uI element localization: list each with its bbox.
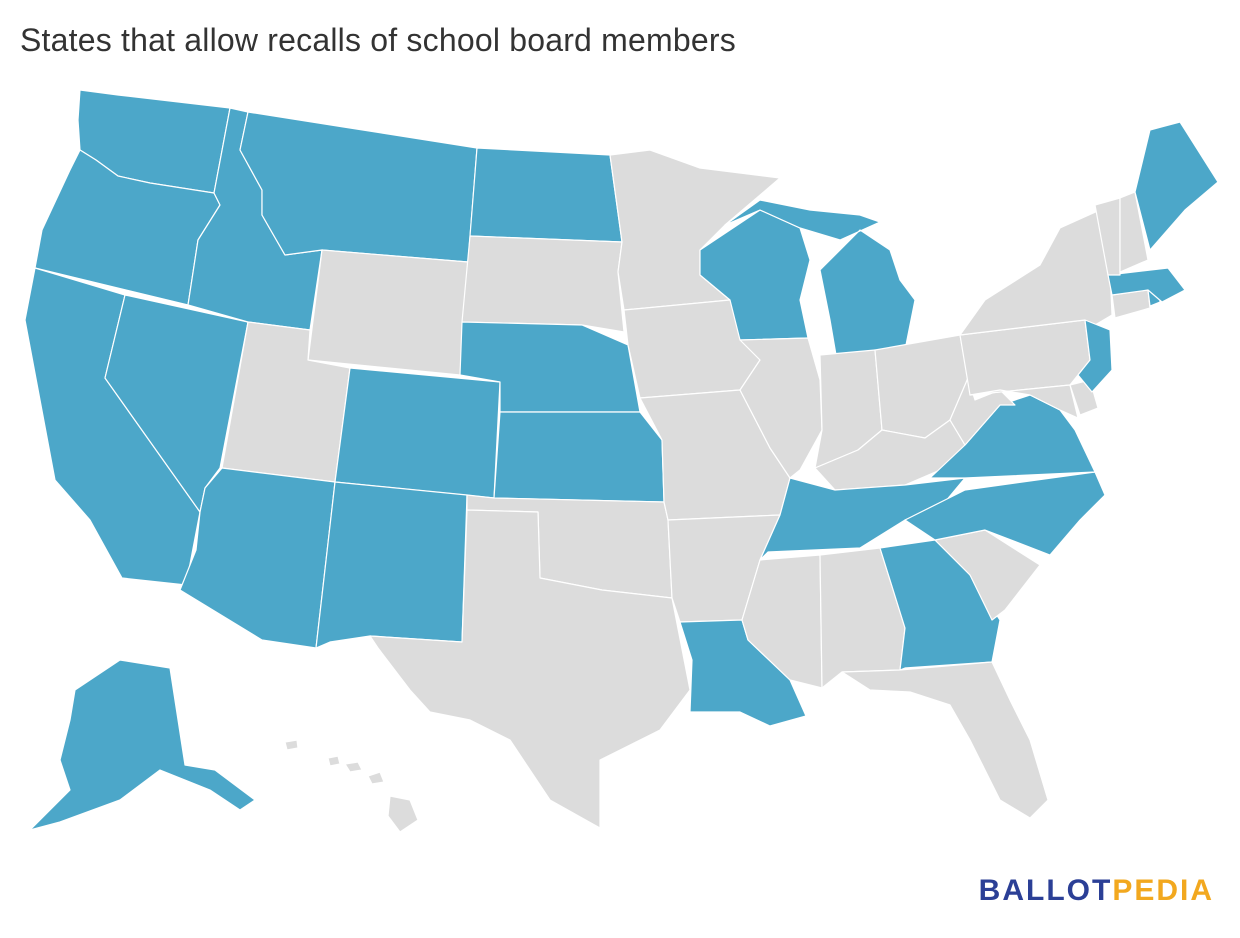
state-il (739, 337, 823, 479)
state-hi-island (387, 795, 419, 833)
state-hi-island (344, 761, 363, 773)
state-nm (315, 481, 468, 649)
state-az (179, 467, 336, 649)
state-ks (493, 411, 665, 503)
state-hi-island (327, 755, 341, 767)
state-hi-island (367, 771, 385, 785)
state-mt (239, 111, 478, 263)
state-ak (29, 659, 256, 831)
state-nd (469, 147, 623, 243)
state-ma (1107, 267, 1186, 303)
state-nc (904, 471, 1106, 556)
state-hi-island (284, 739, 299, 751)
state-fl (841, 661, 1049, 819)
state-sd (461, 235, 625, 333)
ballotpedia-logo: BALLOTPEDIA (979, 874, 1214, 908)
state-nh (1119, 191, 1149, 273)
state-nj (1077, 319, 1113, 393)
state-co (334, 367, 501, 499)
state-ny (959, 209, 1113, 336)
state-me (1134, 121, 1219, 251)
map-title: States that allow recalls of school boar… (20, 22, 736, 58)
logo-part-pedia: PEDIA (1112, 874, 1214, 907)
state-tx (369, 509, 691, 829)
state-mi (724, 199, 916, 356)
state-wy (307, 249, 469, 376)
logo-part-ballot: BALLOT (978, 874, 1113, 907)
state-vt (1094, 197, 1121, 276)
